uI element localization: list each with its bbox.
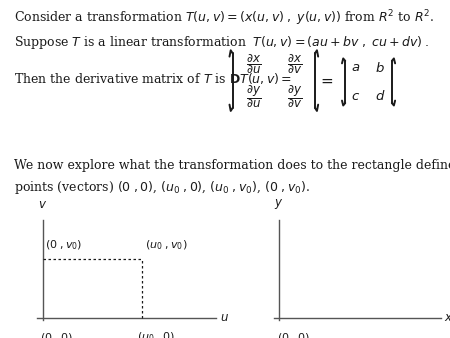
- Text: $u$: $u$: [220, 311, 229, 324]
- Text: $(u_0\;, 0)$: $(u_0\;, 0)$: [137, 331, 175, 338]
- Text: $x$: $x$: [445, 311, 450, 324]
- Text: $(0\;, 0)$: $(0\;, 0)$: [277, 331, 310, 338]
- Text: Suppose $T$ is a linear transformation $\;T(u,v) = (au + bv\;,\; cu + dv)\;.$: Suppose $T$ is a linear transformation $…: [14, 34, 429, 51]
- Text: Consider a transformation $T(u,v) = (x(u,v)\;,\; y(u,v))$ from $R^2$ to $R^2$.: Consider a transformation $T(u,v) = (x(u…: [14, 8, 434, 28]
- Text: $=$: $=$: [318, 74, 334, 88]
- Text: $\dfrac{\partial y}{\partial v}$: $\dfrac{\partial y}{\partial v}$: [287, 83, 302, 110]
- Text: $y$: $y$: [274, 197, 284, 211]
- Text: points (vectors) $(0\;, 0)$, $(u_0\;, 0)$, $(u_0\;, v_0)$, $(0\;, v_0)$.: points (vectors) $(0\;, 0)$, $(u_0\;, 0)…: [14, 179, 310, 196]
- Text: $\dfrac{\partial x}{\partial v}$: $\dfrac{\partial x}{\partial v}$: [287, 52, 302, 76]
- Text: $(u_0\;, v_0)$: $(u_0\;, v_0)$: [145, 239, 188, 252]
- Text: $d$: $d$: [375, 89, 386, 103]
- Text: We now explore what the transformation does to the rectangle defined by: We now explore what the transformation d…: [14, 159, 450, 172]
- Text: $c$: $c$: [351, 90, 360, 103]
- Text: $(0\;, v_0)$: $(0\;, v_0)$: [45, 239, 82, 252]
- Text: $v$: $v$: [38, 198, 47, 211]
- Text: $\dfrac{\partial x}{\partial u}$: $\dfrac{\partial x}{\partial u}$: [247, 52, 262, 76]
- Text: $\dfrac{\partial y}{\partial u}$: $\dfrac{\partial y}{\partial u}$: [247, 83, 262, 110]
- Text: Then the derivative matrix of $T$ is $\mathbf{D}T(u,v) =$: Then the derivative matrix of $T$ is $\m…: [14, 71, 292, 86]
- Text: $a$: $a$: [351, 61, 360, 74]
- Text: $b$: $b$: [375, 61, 385, 75]
- Text: $(0\;, 0)$: $(0\;, 0)$: [40, 331, 73, 338]
